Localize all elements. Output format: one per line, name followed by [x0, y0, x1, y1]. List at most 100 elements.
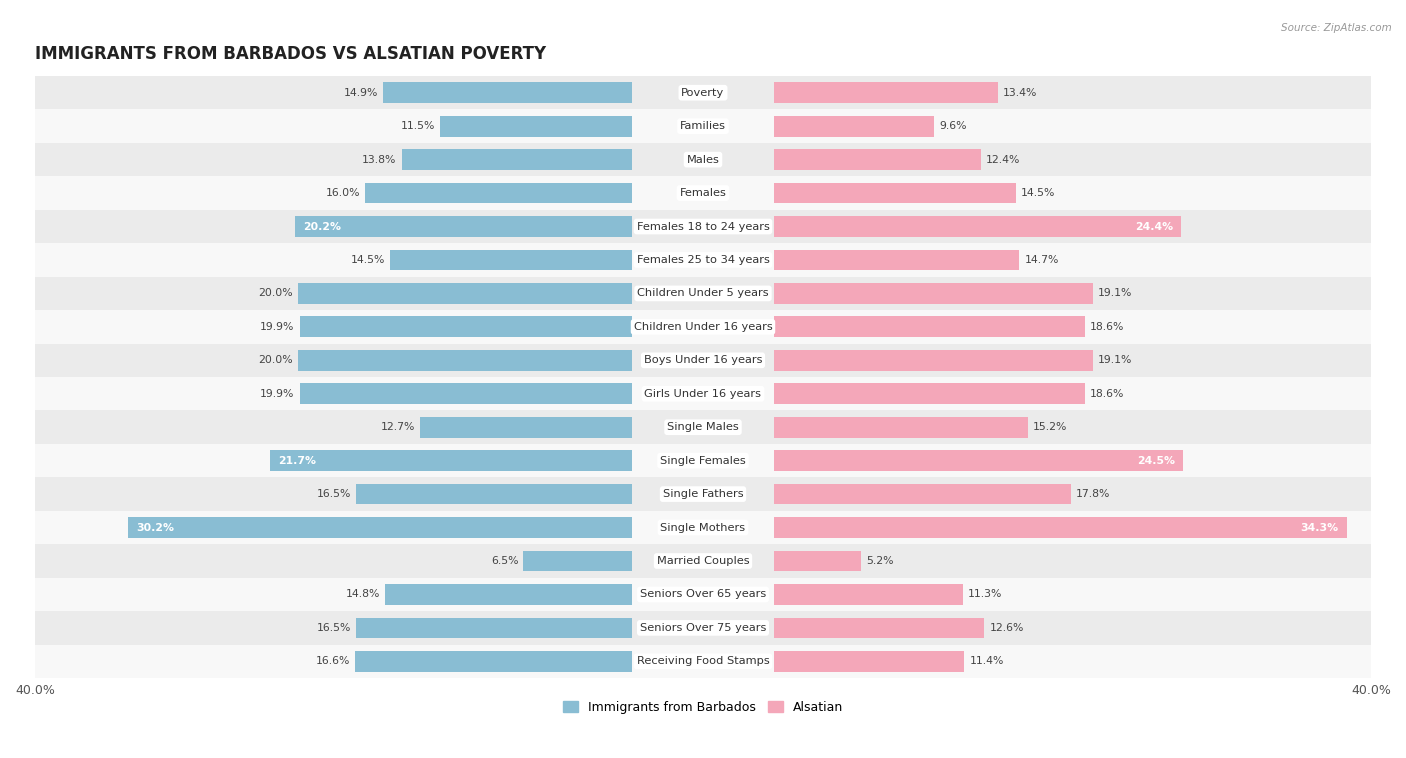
- Bar: [128, 517, 633, 538]
- Text: 19.1%: 19.1%: [1098, 356, 1132, 365]
- Text: 12.7%: 12.7%: [381, 422, 415, 432]
- Text: Families: Families: [681, 121, 725, 131]
- Text: Seniors Over 75 years: Seniors Over 75 years: [640, 623, 766, 633]
- Text: 20.0%: 20.0%: [259, 356, 292, 365]
- Bar: [298, 350, 633, 371]
- Bar: [35, 544, 1371, 578]
- Text: Girls Under 16 years: Girls Under 16 years: [644, 389, 762, 399]
- Text: 17.8%: 17.8%: [1076, 489, 1111, 499]
- Bar: [773, 450, 1184, 471]
- Text: 14.7%: 14.7%: [1025, 255, 1059, 265]
- Bar: [270, 450, 633, 471]
- Text: Females: Females: [679, 188, 727, 198]
- Bar: [35, 243, 1371, 277]
- Text: Boys Under 16 years: Boys Under 16 years: [644, 356, 762, 365]
- Text: Males: Males: [686, 155, 720, 164]
- Text: 11.3%: 11.3%: [967, 590, 1002, 600]
- Bar: [35, 210, 1371, 243]
- Bar: [420, 417, 633, 437]
- Bar: [773, 651, 965, 672]
- Text: IMMIGRANTS FROM BARBADOS VS ALSATIAN POVERTY: IMMIGRANTS FROM BARBADOS VS ALSATIAN POV…: [35, 45, 546, 64]
- Text: 14.5%: 14.5%: [350, 255, 385, 265]
- Bar: [35, 377, 1371, 411]
- Bar: [773, 249, 1019, 271]
- Bar: [35, 277, 1371, 310]
- Bar: [35, 644, 1371, 678]
- Text: 16.0%: 16.0%: [325, 188, 360, 198]
- Bar: [35, 511, 1371, 544]
- Text: 9.6%: 9.6%: [939, 121, 967, 131]
- Text: Married Couples: Married Couples: [657, 556, 749, 566]
- Bar: [384, 83, 633, 103]
- Bar: [773, 216, 1181, 237]
- Bar: [773, 350, 1092, 371]
- Bar: [773, 116, 935, 136]
- Bar: [402, 149, 633, 170]
- Bar: [440, 116, 633, 136]
- Bar: [357, 484, 633, 505]
- Bar: [523, 550, 633, 572]
- Text: Receiving Food Stamps: Receiving Food Stamps: [637, 656, 769, 666]
- Bar: [773, 317, 1084, 337]
- Bar: [773, 417, 1028, 437]
- Bar: [773, 584, 963, 605]
- Text: Females 25 to 34 years: Females 25 to 34 years: [637, 255, 769, 265]
- Bar: [773, 183, 1017, 203]
- Text: 11.5%: 11.5%: [401, 121, 434, 131]
- Bar: [35, 177, 1371, 210]
- Bar: [773, 517, 1347, 538]
- Text: 19.9%: 19.9%: [260, 389, 295, 399]
- Text: Single Females: Single Females: [661, 456, 745, 465]
- Bar: [35, 578, 1371, 611]
- Bar: [35, 76, 1371, 109]
- Text: 12.4%: 12.4%: [986, 155, 1021, 164]
- Text: Single Mothers: Single Mothers: [661, 522, 745, 533]
- Text: Source: ZipAtlas.com: Source: ZipAtlas.com: [1281, 23, 1392, 33]
- Bar: [773, 149, 981, 170]
- Text: 24.4%: 24.4%: [1135, 221, 1173, 231]
- Bar: [35, 109, 1371, 143]
- Text: Children Under 5 years: Children Under 5 years: [637, 288, 769, 299]
- Text: Single Fathers: Single Fathers: [662, 489, 744, 499]
- Text: 16.5%: 16.5%: [318, 623, 352, 633]
- Text: Children Under 16 years: Children Under 16 years: [634, 322, 772, 332]
- Bar: [35, 611, 1371, 644]
- Text: 19.9%: 19.9%: [260, 322, 295, 332]
- Text: 20.0%: 20.0%: [259, 288, 292, 299]
- Bar: [773, 83, 998, 103]
- Bar: [357, 618, 633, 638]
- Bar: [35, 310, 1371, 343]
- Bar: [295, 216, 633, 237]
- Text: 13.8%: 13.8%: [363, 155, 396, 164]
- Bar: [35, 411, 1371, 444]
- Bar: [773, 550, 860, 572]
- Text: 24.5%: 24.5%: [1137, 456, 1175, 465]
- Text: 5.2%: 5.2%: [866, 556, 893, 566]
- Bar: [354, 651, 633, 672]
- Bar: [389, 249, 633, 271]
- Bar: [299, 384, 633, 404]
- Bar: [773, 484, 1071, 505]
- Bar: [773, 384, 1084, 404]
- Text: 16.5%: 16.5%: [318, 489, 352, 499]
- Legend: Immigrants from Barbados, Alsatian: Immigrants from Barbados, Alsatian: [562, 701, 844, 714]
- Text: 13.4%: 13.4%: [1002, 88, 1038, 98]
- Text: 6.5%: 6.5%: [491, 556, 519, 566]
- Text: 19.1%: 19.1%: [1098, 288, 1132, 299]
- Text: Single Males: Single Males: [666, 422, 740, 432]
- Bar: [35, 143, 1371, 177]
- Bar: [364, 183, 633, 203]
- Bar: [773, 283, 1092, 304]
- Text: Poverty: Poverty: [682, 88, 724, 98]
- Bar: [773, 618, 984, 638]
- Bar: [299, 317, 633, 337]
- Text: 14.8%: 14.8%: [346, 590, 380, 600]
- Text: 30.2%: 30.2%: [136, 522, 174, 533]
- Text: 15.2%: 15.2%: [1033, 422, 1067, 432]
- Text: 12.6%: 12.6%: [990, 623, 1024, 633]
- Text: Seniors Over 65 years: Seniors Over 65 years: [640, 590, 766, 600]
- Text: Females 18 to 24 years: Females 18 to 24 years: [637, 221, 769, 231]
- Text: 34.3%: 34.3%: [1301, 522, 1339, 533]
- Text: 11.4%: 11.4%: [969, 656, 1004, 666]
- Text: 14.9%: 14.9%: [344, 88, 378, 98]
